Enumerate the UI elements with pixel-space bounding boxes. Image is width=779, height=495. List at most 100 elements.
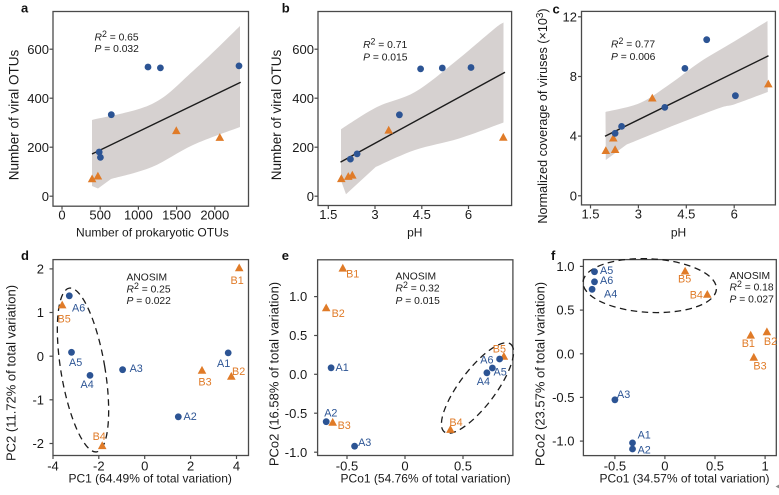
svg-text:0.5: 0.5	[556, 303, 574, 318]
svg-text:A3: A3	[130, 363, 143, 375]
svg-text:P = 0.032: P = 0.032	[95, 44, 140, 55]
svg-text:PCo2 (23.57% of total variatio: PCo2 (23.57% of total variation)	[533, 282, 548, 466]
svg-text:-4: -4	[47, 458, 59, 473]
svg-text:A1: A1	[638, 430, 651, 442]
svg-text:1: 1	[37, 305, 44, 320]
svg-text:B4: B4	[93, 431, 106, 443]
svg-text:A2: A2	[638, 444, 651, 456]
svg-text:A6: A6	[72, 303, 85, 315]
svg-text:ANOSIM: ANOSIM	[730, 271, 771, 282]
svg-text:P = 0.027: P = 0.027	[730, 294, 775, 305]
svg-text:3: 3	[371, 207, 378, 222]
svg-text:ANOSIM: ANOSIM	[127, 273, 168, 284]
svg-text:B4: B4	[690, 290, 703, 302]
svg-text:P = 0.006: P = 0.006	[611, 52, 656, 63]
svg-text:B2: B2	[764, 336, 777, 348]
svg-text:2: 2	[37, 262, 44, 277]
svg-text:600: 600	[292, 42, 314, 57]
svg-text:R2 = 0.77: R2 = 0.77	[611, 36, 655, 51]
svg-text:A5: A5	[600, 265, 613, 277]
svg-text:ANOSIM: ANOSIM	[396, 271, 437, 282]
svg-text:400: 400	[27, 91, 49, 106]
svg-text:0.5: 0.5	[706, 458, 724, 473]
svg-text:B1: B1	[346, 269, 359, 281]
svg-text:PC2 (11.72% of total variation: PC2 (11.72% of total variation)	[4, 285, 19, 461]
svg-text:-2: -2	[32, 436, 44, 451]
svg-text:pH: pH	[407, 225, 422, 239]
svg-text:A4: A4	[81, 379, 94, 391]
svg-text:B4: B4	[449, 417, 462, 429]
svg-text:200: 200	[27, 140, 49, 155]
svg-text:c: c	[553, 2, 560, 17]
svg-text:PCo1 (54.76% of total variatio: PCo1 (54.76% of total variation)	[341, 471, 511, 485]
svg-text:3: 3	[635, 207, 642, 222]
svg-text:1.0: 1.0	[289, 289, 307, 304]
svg-text:Number of prokaryotic OTUs: Number of prokaryotic OTUs	[76, 225, 229, 239]
svg-text:R2 = 0.25: R2 = 0.25	[127, 281, 171, 296]
svg-text:Number of viral OTUs: Number of viral OTUs	[7, 49, 22, 180]
svg-text:0.0: 0.0	[289, 367, 307, 382]
svg-text:1.0: 1.0	[556, 259, 574, 274]
svg-text:-1.0: -1.0	[285, 445, 307, 460]
svg-text:Number of viral OTUs: Number of viral OTUs	[269, 49, 284, 180]
svg-text:B1: B1	[742, 338, 755, 350]
svg-text:a: a	[21, 1, 29, 16]
svg-text:d: d	[21, 248, 29, 263]
svg-text:Normalized coverage of viruses: Normalized coverage of viruses (×103)	[535, 8, 550, 223]
svg-text:2: 2	[187, 458, 194, 473]
svg-text:P = 0.022: P = 0.022	[127, 296, 172, 307]
svg-text:0.5: 0.5	[289, 328, 307, 343]
svg-text:-2: -2	[93, 458, 105, 473]
svg-text:0.5: 0.5	[454, 458, 472, 473]
svg-text:PCo1 (34.57% of total variatio: PCo1 (34.57% of total variation)	[599, 471, 769, 485]
svg-text:1: 1	[761, 458, 768, 473]
svg-text:A4: A4	[604, 289, 617, 301]
svg-text:2000: 2000	[200, 208, 229, 223]
svg-text:4: 4	[233, 458, 240, 473]
svg-text:-0.5: -0.5	[552, 390, 574, 405]
svg-text:-0.5: -0.5	[604, 458, 626, 473]
svg-text:-0.5: -0.5	[336, 458, 358, 473]
svg-text:0: 0	[661, 458, 668, 473]
svg-text:P = 0.015: P = 0.015	[363, 52, 408, 63]
svg-text:0: 0	[570, 188, 577, 203]
svg-text:R2 = 0.71: R2 = 0.71	[363, 37, 407, 52]
svg-text:A2: A2	[184, 411, 197, 423]
svg-text:A5: A5	[494, 367, 507, 379]
svg-text:R2 = 0.32: R2 = 0.32	[396, 280, 440, 295]
svg-text:f: f	[551, 248, 556, 263]
svg-text:4.5: 4.5	[413, 207, 431, 222]
svg-text:6: 6	[465, 207, 472, 222]
svg-text:0: 0	[307, 189, 314, 204]
svg-text:400: 400	[292, 91, 314, 106]
svg-text:B5: B5	[58, 314, 71, 326]
svg-text:4: 4	[570, 129, 577, 144]
svg-text:B2: B2	[332, 308, 345, 320]
svg-text:0: 0	[141, 458, 148, 473]
svg-text:500: 500	[89, 208, 111, 223]
svg-text:1500: 1500	[162, 208, 191, 223]
svg-text:B2: B2	[232, 366, 245, 378]
svg-text:e: e	[282, 248, 289, 263]
svg-text:A3: A3	[617, 389, 630, 401]
svg-text:0.0: 0.0	[556, 346, 574, 361]
svg-text:0: 0	[42, 189, 49, 204]
svg-text:b: b	[282, 0, 290, 15]
svg-text:pH: pH	[671, 225, 686, 239]
svg-text:A1: A1	[217, 358, 230, 370]
svg-text:B5: B5	[493, 343, 506, 355]
svg-text:B3: B3	[198, 376, 211, 388]
svg-text:1.5: 1.5	[581, 207, 599, 222]
svg-text:6: 6	[731, 207, 738, 222]
svg-text:12: 12	[563, 9, 577, 24]
svg-text:A6: A6	[600, 275, 613, 287]
svg-text:8: 8	[570, 69, 577, 84]
svg-text:A4: A4	[477, 376, 490, 388]
svg-text:-1.0: -1.0	[552, 434, 574, 449]
svg-text:600: 600	[27, 42, 49, 57]
svg-text:B1: B1	[231, 275, 244, 287]
svg-text:-0.5: -0.5	[285, 406, 307, 421]
svg-text:1.5: 1.5	[319, 207, 337, 222]
svg-text:PCo2 (16.58% of total variatio: PCo2 (16.58% of total variation)	[267, 282, 282, 466]
svg-text:200: 200	[292, 140, 314, 155]
